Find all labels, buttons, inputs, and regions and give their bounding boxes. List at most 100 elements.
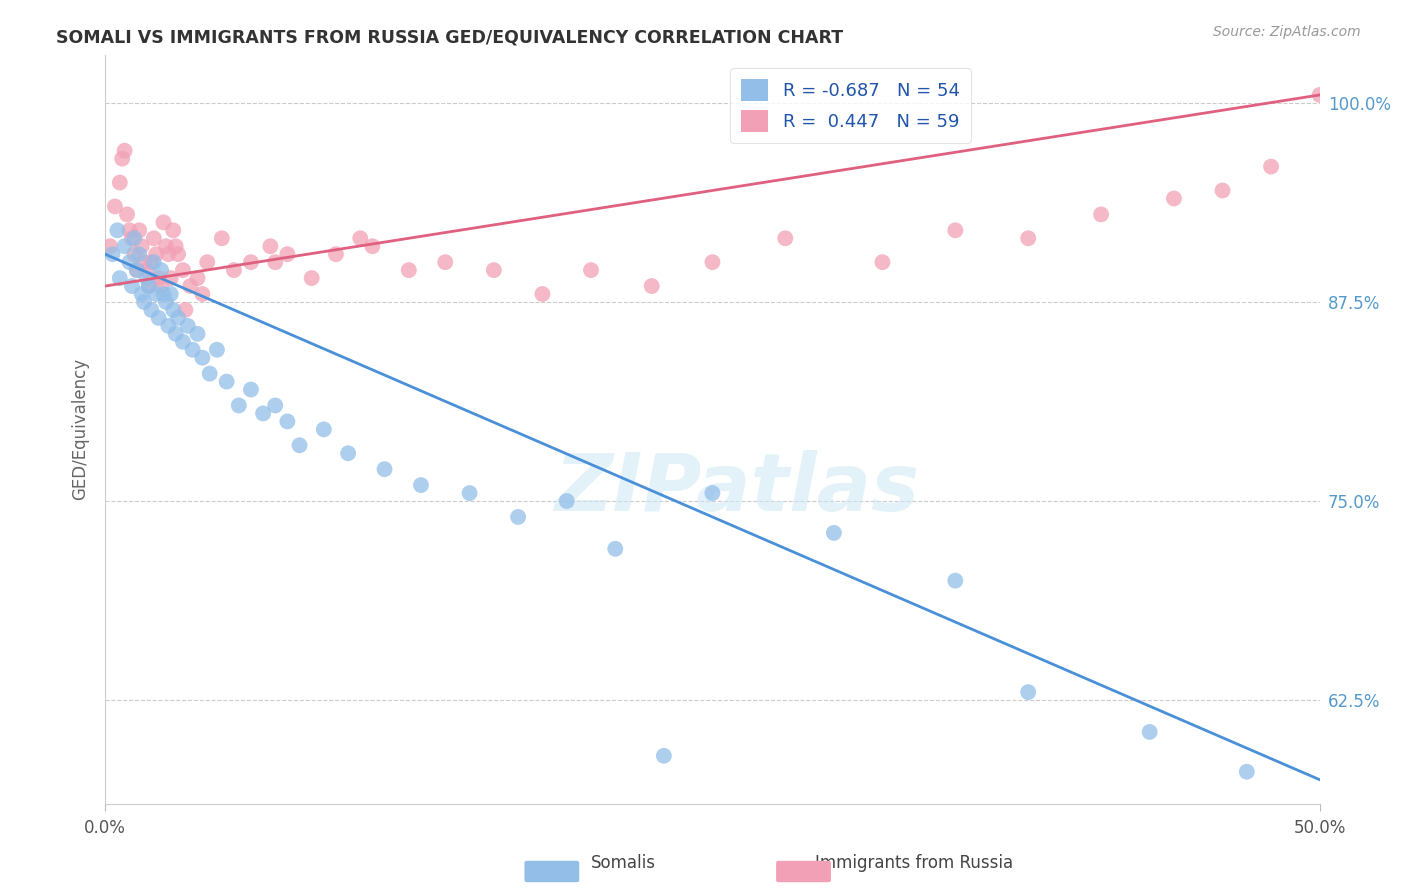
Point bbox=[135, 263, 157, 277]
Point bbox=[128, 247, 150, 261]
Point bbox=[508, 510, 530, 524]
Point bbox=[641, 279, 664, 293]
Point bbox=[111, 152, 134, 166]
Point bbox=[195, 255, 218, 269]
Point bbox=[142, 255, 165, 269]
Point bbox=[150, 279, 173, 293]
Point bbox=[373, 462, 395, 476]
Point bbox=[276, 247, 298, 261]
Point bbox=[361, 239, 384, 253]
Point bbox=[172, 263, 194, 277]
Point bbox=[702, 486, 724, 500]
Point bbox=[162, 223, 184, 237]
Point bbox=[150, 263, 173, 277]
Point bbox=[181, 343, 204, 357]
Point bbox=[823, 525, 845, 540]
Point bbox=[191, 351, 214, 365]
Point bbox=[276, 414, 298, 428]
Point bbox=[288, 438, 311, 452]
Point bbox=[157, 318, 180, 333]
Point bbox=[108, 176, 131, 190]
Point bbox=[105, 223, 128, 237]
Point bbox=[155, 239, 177, 253]
Point bbox=[114, 239, 136, 253]
Point bbox=[141, 302, 163, 317]
Point bbox=[264, 255, 287, 269]
Point bbox=[132, 255, 155, 269]
Point bbox=[943, 223, 966, 237]
Point bbox=[131, 287, 153, 301]
Point bbox=[652, 748, 675, 763]
Text: Somalis: Somalis bbox=[591, 855, 655, 872]
Point bbox=[138, 279, 160, 293]
Point bbox=[198, 367, 221, 381]
Point bbox=[174, 302, 197, 317]
Text: SOMALI VS IMMIGRANTS FROM RUSSIA GED/EQUIVALENCY CORRELATION CHART: SOMALI VS IMMIGRANTS FROM RUSSIA GED/EQU… bbox=[56, 29, 844, 46]
Point bbox=[186, 271, 208, 285]
Point bbox=[349, 231, 371, 245]
Point bbox=[145, 247, 167, 261]
Point bbox=[191, 287, 214, 301]
Point bbox=[337, 446, 360, 460]
Text: Immigrants from Russia: Immigrants from Russia bbox=[815, 855, 1014, 872]
Point bbox=[179, 279, 201, 293]
Point bbox=[1090, 207, 1112, 221]
Point bbox=[205, 343, 228, 357]
Point bbox=[101, 247, 124, 261]
Point bbox=[145, 287, 167, 301]
Point bbox=[167, 247, 190, 261]
Point bbox=[114, 144, 136, 158]
Point bbox=[1211, 184, 1233, 198]
Point bbox=[157, 247, 180, 261]
Point bbox=[148, 271, 170, 285]
Point bbox=[1163, 191, 1185, 205]
Point bbox=[155, 295, 177, 310]
Point bbox=[118, 255, 141, 269]
Point bbox=[132, 295, 155, 310]
Point bbox=[98, 239, 121, 253]
Point bbox=[135, 271, 157, 285]
Point bbox=[125, 263, 148, 277]
Point bbox=[579, 263, 602, 277]
Point bbox=[943, 574, 966, 588]
Point bbox=[141, 255, 163, 269]
Text: ZIPatlas: ZIPatlas bbox=[554, 450, 920, 528]
Point bbox=[259, 239, 281, 253]
Point bbox=[128, 223, 150, 237]
Point bbox=[124, 247, 146, 261]
Point bbox=[142, 231, 165, 245]
Point bbox=[1309, 87, 1331, 102]
Legend: R = -0.687   N = 54, R =  0.447   N = 59: R = -0.687 N = 54, R = 0.447 N = 59 bbox=[730, 68, 970, 143]
Point bbox=[167, 310, 190, 325]
Point bbox=[118, 223, 141, 237]
Point bbox=[301, 271, 323, 285]
Point bbox=[162, 302, 184, 317]
Text: Source: ZipAtlas.com: Source: ZipAtlas.com bbox=[1213, 25, 1361, 39]
Point bbox=[121, 231, 143, 245]
Point bbox=[239, 255, 262, 269]
Point bbox=[1139, 725, 1161, 739]
Point bbox=[165, 326, 187, 341]
Point bbox=[104, 199, 127, 213]
Point bbox=[152, 215, 174, 229]
Y-axis label: GED/Equivalency: GED/Equivalency bbox=[72, 359, 89, 500]
Point bbox=[124, 231, 146, 245]
Point bbox=[211, 231, 233, 245]
Point bbox=[148, 310, 170, 325]
Point bbox=[131, 239, 153, 253]
Point bbox=[1236, 764, 1258, 779]
Point bbox=[605, 541, 627, 556]
Point bbox=[252, 406, 274, 420]
Point bbox=[434, 255, 457, 269]
Point bbox=[312, 422, 335, 436]
Point bbox=[409, 478, 432, 492]
Point bbox=[125, 263, 148, 277]
Point bbox=[1260, 160, 1282, 174]
Point bbox=[222, 263, 245, 277]
Point bbox=[186, 326, 208, 341]
Point bbox=[775, 231, 797, 245]
Point bbox=[264, 399, 287, 413]
Point bbox=[555, 494, 578, 508]
Point bbox=[482, 263, 505, 277]
Point bbox=[215, 375, 238, 389]
